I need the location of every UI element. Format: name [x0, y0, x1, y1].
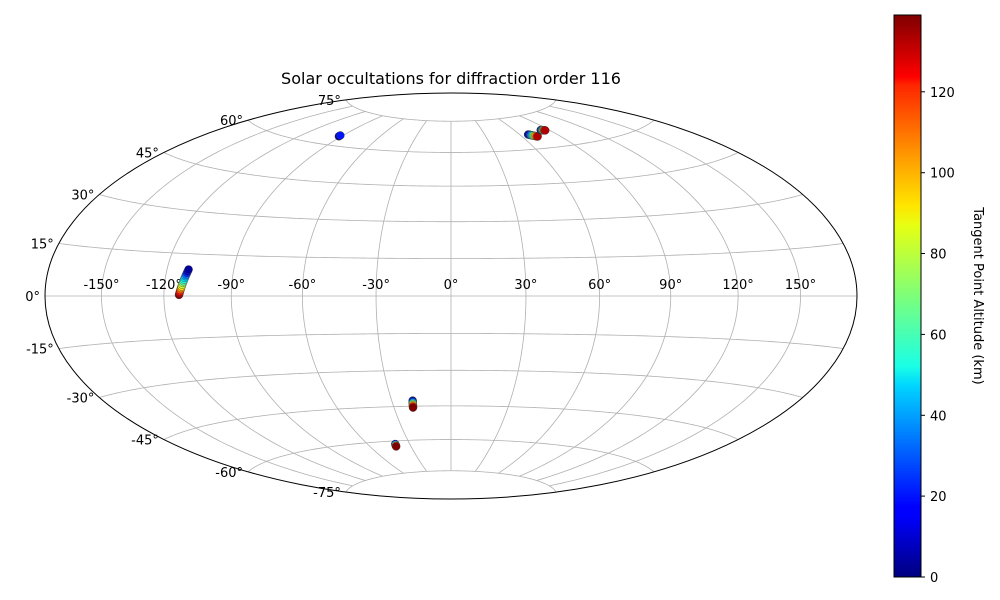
- longitude-tick-label: -120°: [146, 278, 182, 293]
- data-point: [184, 265, 193, 274]
- data-point: [541, 126, 550, 135]
- colorbar-tick-label: 120: [930, 86, 955, 101]
- longitude-tick-label: -150°: [83, 278, 119, 293]
- colorbar-ticks: 0 20 40 60 80 100 120: [921, 86, 955, 586]
- longitude-tick-label: 60°: [588, 278, 611, 293]
- longitude-tick-label: -30°: [362, 278, 390, 293]
- colorbar-tick-label: 20: [930, 490, 947, 505]
- latitude-tick-label: 30°: [71, 189, 94, 204]
- longitude-tick-label: -60°: [289, 278, 317, 293]
- latitude-tick-label: -60°: [215, 466, 243, 481]
- parallel-line: [58, 333, 844, 349]
- map-boundary: [44, 92, 858, 500]
- graticule: [45, 99, 857, 493]
- colorbar-tick-label: 100: [930, 167, 955, 182]
- parallel-line: [345, 470, 557, 493]
- latitude-tick-label: 15°: [31, 238, 54, 253]
- latitude-tick-label: 60°: [220, 114, 243, 129]
- data-point: [391, 442, 401, 451]
- longitude-tick-label: -90°: [217, 278, 245, 293]
- longitude-tick-label: 150°: [785, 278, 816, 293]
- latitude-tick-label: 75°: [318, 94, 341, 109]
- latitude-tick-label: 45°: [136, 147, 159, 162]
- colorbar-tick-label: 60: [930, 328, 947, 343]
- latitude-tick-label: -75°: [313, 486, 341, 501]
- parallel-line: [58, 243, 844, 259]
- chart-title: Solar occultations for diffraction order…: [281, 69, 621, 88]
- colorbar-tick-label: 0: [930, 571, 938, 586]
- longitude-tick-label: 30°: [514, 278, 537, 293]
- colorbar-tick-label: 80: [930, 248, 947, 263]
- latitude-tick-label: 0°: [25, 290, 40, 305]
- parallel-line: [247, 439, 655, 473]
- latitude-tick-label: -15°: [26, 343, 54, 358]
- parallel-line: [99, 194, 803, 223]
- longitude-tick-label: 0°: [444, 278, 459, 293]
- colorbar: [893, 14, 922, 578]
- longitude-labels: -150° -120° -90° -60° -30° 0° 30° 60° 90° 120° 150…: [83, 278, 816, 293]
- data-point: [336, 131, 345, 140]
- longitude-tick-label: 90°: [659, 278, 682, 293]
- longitude-tick-label: 120°: [722, 278, 753, 293]
- parallel-line: [345, 99, 557, 122]
- data-point: [408, 403, 418, 412]
- colorbar-label: Tangent Point Altitude (km): [970, 206, 985, 384]
- data-points: [174, 125, 550, 451]
- parallel-line: [163, 405, 739, 440]
- parallel-line: [99, 369, 803, 398]
- colorbar-tick-label: 40: [930, 409, 947, 424]
- latitude-labels: -75° -60° -45° -30° -15° 0° 15° 30° 45° 60° 75°: [25, 94, 341, 501]
- latitude-tick-label: -45°: [131, 434, 159, 449]
- parallel-line: [247, 119, 655, 153]
- parallel-line: [163, 152, 739, 187]
- latitude-tick-label: -30°: [67, 392, 95, 407]
